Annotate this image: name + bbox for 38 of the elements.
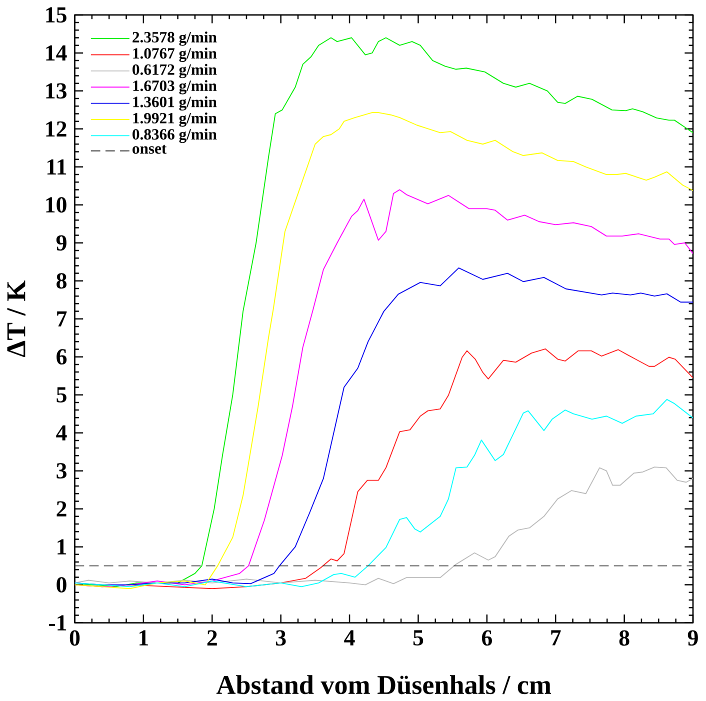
y-tick-label: 15	[46, 7, 66, 22]
y-tick-label: 5	[56, 387, 66, 402]
legend-label: 0.8366 g/min	[132, 128, 217, 143]
y-tick-label: 7	[57, 311, 67, 326]
y-tick-label: 0	[56, 576, 66, 592]
y-tick-label: 10	[46, 196, 66, 212]
y-tick-label: 2	[56, 501, 66, 516]
y-tick-label: 1	[58, 539, 66, 554]
legend-label: 2.3578 g/min	[132, 31, 217, 46]
y-tick-label: 3	[56, 462, 66, 478]
x-tick-label: 5	[413, 630, 424, 646]
legend-label: 1.3601 g/min	[133, 96, 217, 110]
y-tick-label: 4	[56, 425, 67, 440]
y-tick-label: -1	[49, 615, 66, 630]
legend-label: 0.6172 g/min	[132, 64, 217, 78]
y-tick-label: 9	[56, 234, 66, 250]
x-tick-label: 3	[276, 630, 286, 646]
line-series	[74, 398, 693, 587]
x-axis-title: Abstand vom Düsenhals / cm	[216, 674, 552, 694]
x-tick-label: 2	[207, 630, 217, 646]
x-tick-label: 1	[140, 630, 148, 646]
x-tick-label: 7	[551, 630, 561, 646]
x-tick-label: 0	[70, 630, 80, 646]
y-tick-label: 12	[46, 121, 66, 136]
y-tick-label: 8	[56, 272, 66, 288]
legend-label: 1.6703 g/min	[133, 80, 217, 94]
x-tick-label: 9	[688, 630, 698, 646]
y-axis-title: ΔT / K	[7, 280, 26, 357]
y-tick-label: 6	[56, 348, 67, 364]
x-tick-label: 6	[482, 630, 492, 646]
legend-label: onset	[132, 144, 167, 154]
y-tick-label: 14	[46, 45, 67, 60]
y-tick-label: 13	[46, 83, 66, 98]
x-tick-label: 8	[619, 630, 630, 646]
legend-label: 1.0767 g/min	[133, 47, 217, 62]
y-tick-label: 11	[47, 159, 66, 174]
legend-label: 1.9921 g/min	[133, 112, 217, 126]
x-tick-label: 4	[344, 630, 355, 646]
